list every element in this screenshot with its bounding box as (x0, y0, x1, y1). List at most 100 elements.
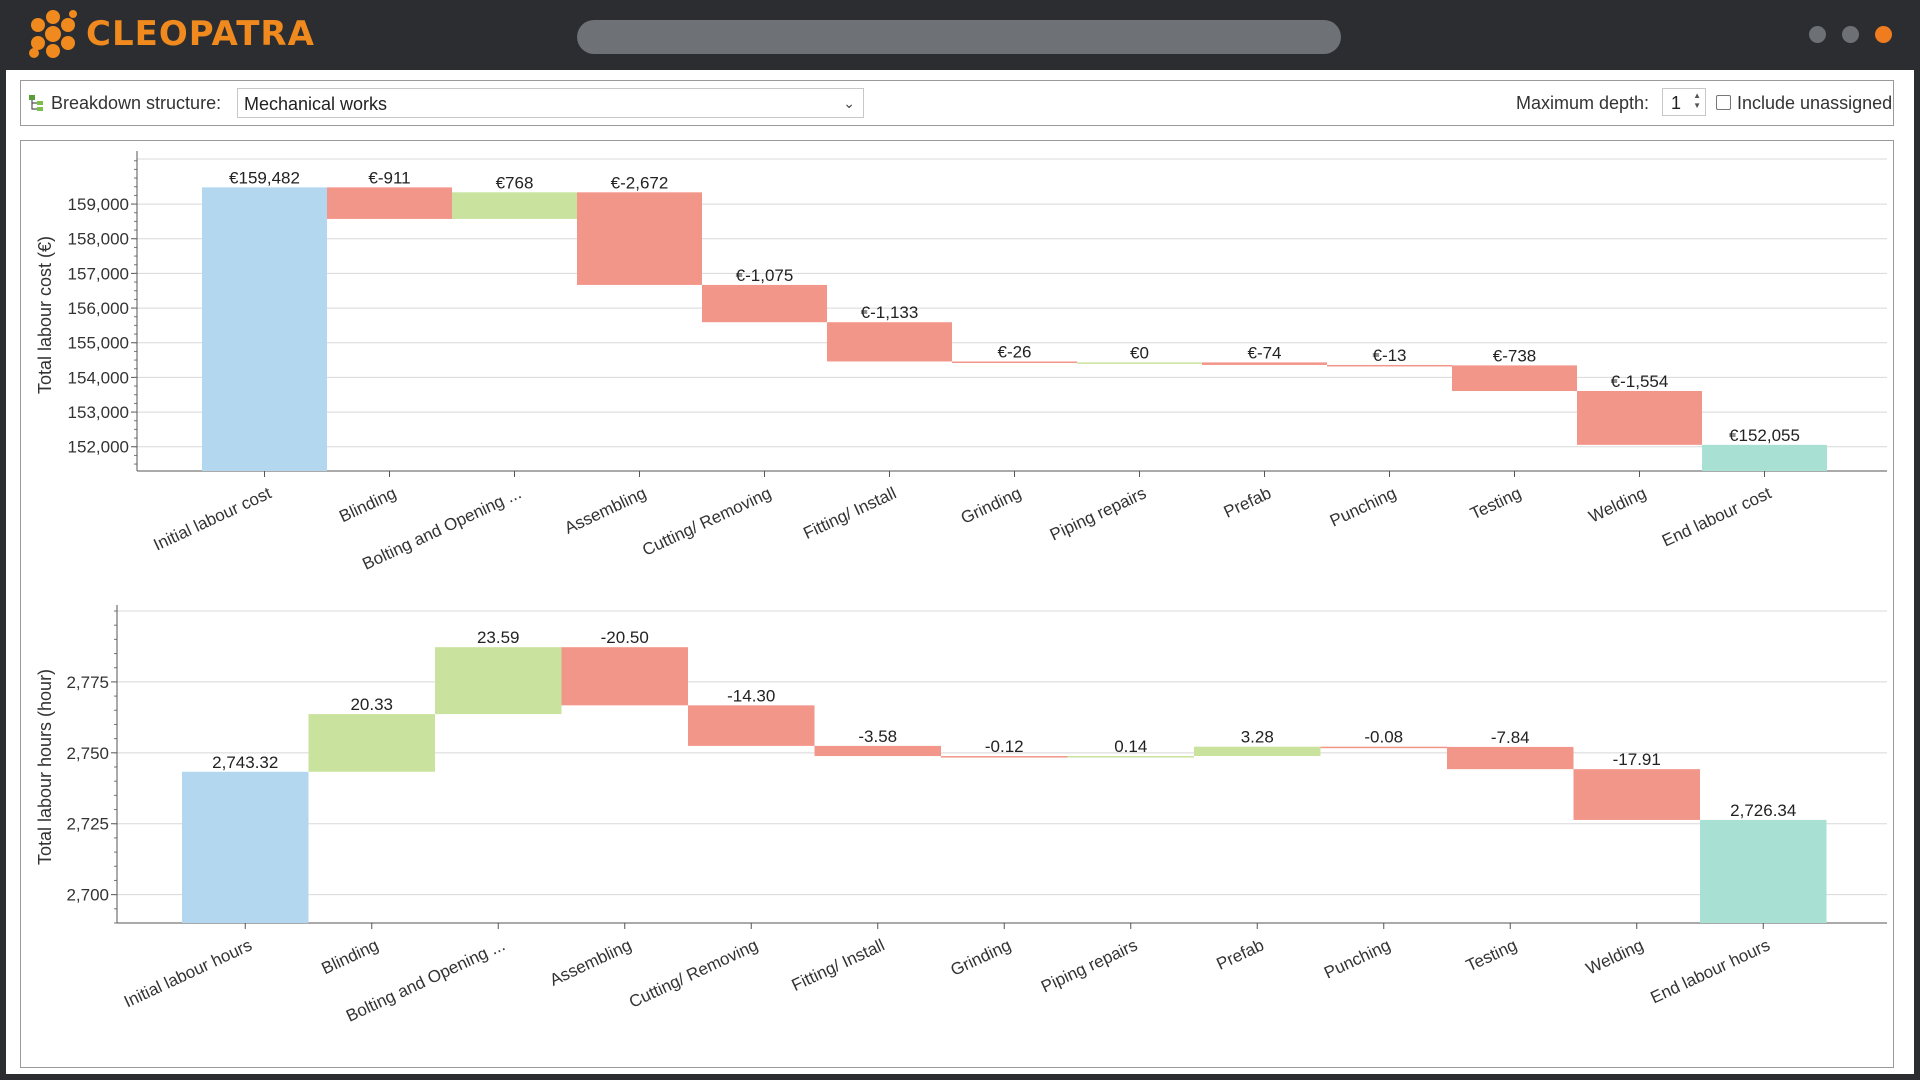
y-tick-label: 2,750 (66, 744, 109, 763)
cleopatra-logo-icon (29, 10, 77, 58)
labour-cost-waterfall-chart: 152,000 153,000 154,000 155,000 156,000 157,0… (35, 151, 1887, 574)
y-tick-label: 2,775 (66, 673, 109, 692)
labour-hours-waterfall-chart: 2,700 2,725 2,750 2,775 Total labour hours (… (35, 605, 1887, 1026)
waterfall-bar[interactable] (1577, 390, 1702, 445)
bar-value-label: €159,482 (229, 168, 300, 187)
title-bar: CLEOPATRA (0, 0, 1920, 70)
waterfall-bar[interactable] (1327, 364, 1452, 367)
bar-value-label: €-13 (1372, 346, 1406, 365)
bar-value-label: 0.14 (1114, 737, 1147, 756)
waterfall-bar[interactable] (1320, 746, 1448, 749)
waterfall-bar[interactable] (561, 647, 689, 706)
breakdown-toolbar: Breakdown structure: Mechanical works ⌄ … (20, 80, 1894, 126)
x-category-label: End labour cost (1659, 483, 1774, 550)
x-category-label: End labour hours (1648, 935, 1773, 1007)
close-button[interactable] (1875, 26, 1892, 43)
waterfall-bar[interactable] (1067, 755, 1195, 758)
y-tick-label: 154,000 (68, 368, 129, 387)
y-tick-label: 153,000 (68, 403, 129, 422)
breakdown-structure-label: Breakdown structure: (51, 93, 222, 113)
maximum-depth-label: Maximum depth: (1516, 93, 1650, 113)
bar-value-label: €0 (1130, 343, 1149, 362)
waterfall-bar[interactable] (702, 284, 827, 323)
minimize-button[interactable] (1809, 26, 1826, 43)
breakdown-structure-value: Mechanical works (244, 94, 388, 114)
x-category-label: Fitting/ Install (789, 935, 888, 995)
waterfall-bar[interactable] (308, 714, 436, 772)
maximum-depth-value: 1 (1671, 93, 1682, 113)
chevron-down-icon: ⌄ (843, 95, 855, 111)
waterfall-bar[interactable] (1202, 362, 1327, 365)
bar-value-label: €-2,672 (611, 173, 669, 192)
app-logo: CLEOPATRA (26, 6, 315, 62)
x-category-label: Blinding (319, 935, 382, 978)
waterfall-bar[interactable] (1077, 362, 1202, 364)
x-category-label: Initial labour hours (121, 935, 255, 1011)
x-category-label: Piping repairs (1038, 935, 1140, 996)
bar-value-label: -3.58 (858, 727, 897, 746)
x-category-label: Blinding (336, 483, 399, 526)
bar-value-label: -14.30 (727, 686, 775, 705)
x-category-label: Assembling (562, 483, 650, 537)
maximize-button[interactable] (1842, 26, 1859, 43)
bar-value-label: €152,055 (1729, 426, 1800, 445)
waterfall-bar[interactable] (435, 647, 562, 715)
window-controls (1809, 26, 1892, 43)
y-tick-label: 157,000 (68, 264, 129, 283)
x-category-label: Punching (1327, 483, 1399, 530)
breakdown-structure-select[interactable]: Mechanical works ⌄ (237, 88, 864, 118)
waterfall-bar[interactable] (577, 192, 702, 285)
app-content: Breakdown structure: Mechanical works ⌄ … (6, 70, 1914, 1074)
waterfall-bar[interactable] (1452, 365, 1577, 391)
x-category-label: Initial labour cost (151, 483, 275, 554)
maximum-depth-stepper[interactable]: 1 ▲ ▼ (1662, 88, 1706, 116)
x-category-label: Assembling (547, 935, 635, 989)
bar-value-label: -17.91 (1613, 750, 1661, 769)
y-tick-label: 2,700 (66, 886, 109, 905)
waterfall-bar[interactable] (827, 322, 952, 362)
waterfall-bar[interactable] (952, 361, 1077, 363)
x-category-label: Fitting/ Install (800, 483, 899, 543)
x-category-label: Punching (1321, 935, 1393, 982)
search-bar[interactable] (577, 20, 1341, 54)
waterfall-bar[interactable] (327, 187, 452, 219)
y-tick-label: 159,000 (68, 195, 129, 214)
waterfall-bar[interactable] (1194, 746, 1321, 756)
bar-value-label: 2,726.34 (1730, 801, 1796, 820)
bar-value-label: €-26 (997, 342, 1031, 361)
x-category-label: Testing (1463, 935, 1520, 975)
include-unassigned-checkbox[interactable] (1716, 95, 1731, 110)
bar-value-label: -0.12 (985, 737, 1024, 756)
waterfall-bar[interactable] (452, 192, 577, 219)
bar-value-label: €-1,554 (1611, 372, 1669, 391)
bar-value-label: 23.59 (477, 628, 520, 647)
y-tick-label: 2,725 (66, 815, 109, 834)
waterfall-bar[interactable] (688, 705, 815, 746)
waterfall-bar[interactable] (941, 756, 1068, 758)
x-category-label: Cutting/ Removing (626, 935, 761, 1011)
waterfall-bar[interactable] (1700, 819, 1827, 923)
x-category-label: Welding (1583, 935, 1646, 978)
x-category-label: Grinding (958, 483, 1024, 527)
waterfall-bar[interactable] (1447, 746, 1574, 770)
x-category-label: Welding (1586, 483, 1649, 526)
stepper-arrows-icon[interactable]: ▲ ▼ (1693, 91, 1701, 110)
x-category-label: Cutting/ Removing (639, 483, 774, 559)
waterfall-bar[interactable] (1573, 769, 1701, 820)
waterfall-bar[interactable] (1702, 444, 1827, 471)
y-tick-label: 156,000 (68, 299, 129, 318)
bar-value-label: €-738 (1493, 346, 1536, 365)
tree-structure-icon (29, 95, 43, 111)
x-category-label: Prefab (1221, 483, 1274, 521)
waterfall-bar[interactable] (814, 745, 942, 757)
bar-value-label: €-74 (1247, 343, 1281, 362)
waterfall-bar[interactable] (202, 187, 327, 471)
waterfall-bar[interactable] (182, 771, 309, 923)
bar-value-label: €-911 (368, 168, 410, 187)
y-tick-label: 158,000 (68, 230, 129, 249)
x-category-label: Piping repairs (1047, 483, 1149, 544)
bar-value-label: -20.50 (601, 628, 649, 647)
x-category-label: Testing (1467, 483, 1524, 523)
bar-value-label: 2,743.32 (212, 753, 278, 772)
bar-value-label: -7.84 (1491, 728, 1530, 747)
